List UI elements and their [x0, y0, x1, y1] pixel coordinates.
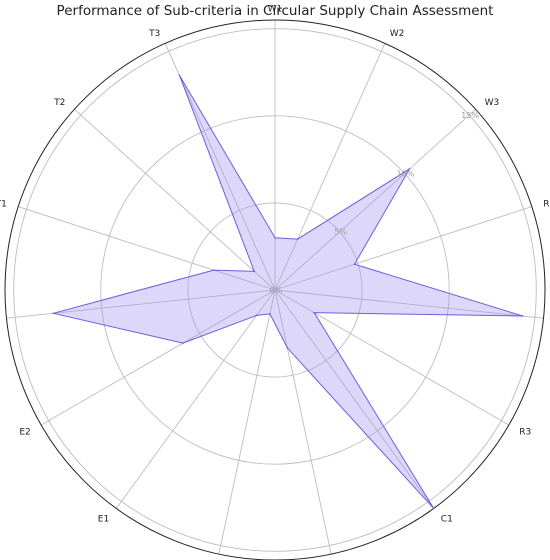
data-point-C2	[286, 347, 289, 349]
data-point-C1	[432, 507, 435, 510]
outer-ring	[4, 19, 546, 560]
axis-label-R3: R3	[519, 428, 531, 438]
spoke-E2	[40, 289, 276, 426]
spoke-W2	[274, 43, 386, 291]
axis-label-R1: R1	[543, 199, 550, 209]
data-point-R3	[313, 311, 316, 314]
data-point-W2	[296, 238, 299, 240]
spoke-C2	[274, 289, 332, 555]
data-point-T3	[178, 74, 181, 76]
spoke-E1	[115, 289, 276, 509]
data-point-W3	[408, 167, 411, 170]
data-point-E1	[255, 314, 258, 317]
spoke-T3	[164, 43, 276, 291]
radial-tick-label: 10%	[397, 169, 415, 178]
data-point-T1	[212, 269, 215, 271]
radial-tick-label: 0%	[270, 286, 283, 295]
axis-label-E2: E2	[19, 428, 30, 438]
chart-title: Performance of Sub-criteria in Circular …	[56, 3, 494, 19]
data-point-R2	[521, 315, 524, 317]
data-point-W1	[274, 236, 276, 239]
axis-label-C1: C1	[441, 515, 453, 525]
data-point-E3	[52, 312, 55, 315]
radial-tick-label: 15%	[461, 111, 479, 120]
spoke-W3	[274, 109, 476, 291]
spoke-C3	[218, 289, 276, 555]
spoke-E3	[6, 289, 276, 319]
axis-label-W1: W1	[268, 5, 283, 15]
axis-label-T2: T2	[53, 98, 65, 108]
axis-label-T3: T3	[148, 29, 160, 39]
axis-label-E1: E1	[98, 515, 109, 525]
spoke-R1	[274, 206, 532, 291]
data-point-R1	[353, 263, 356, 265]
data-point-E2	[182, 342, 184, 344]
axis-label-T1: T1	[0, 199, 7, 209]
spoke-T1	[18, 206, 276, 291]
data-point-C3	[269, 313, 271, 315]
axis-label-W2: W2	[390, 29, 405, 39]
spoke-C1	[274, 289, 435, 509]
spoke-R2	[274, 289, 544, 319]
axis-label-W3: W3	[485, 98, 500, 108]
spoke-T2	[74, 109, 276, 291]
data-point-T2	[253, 270, 256, 273]
radial-tick-label: 5%	[334, 228, 347, 237]
series-area	[53, 74, 523, 509]
